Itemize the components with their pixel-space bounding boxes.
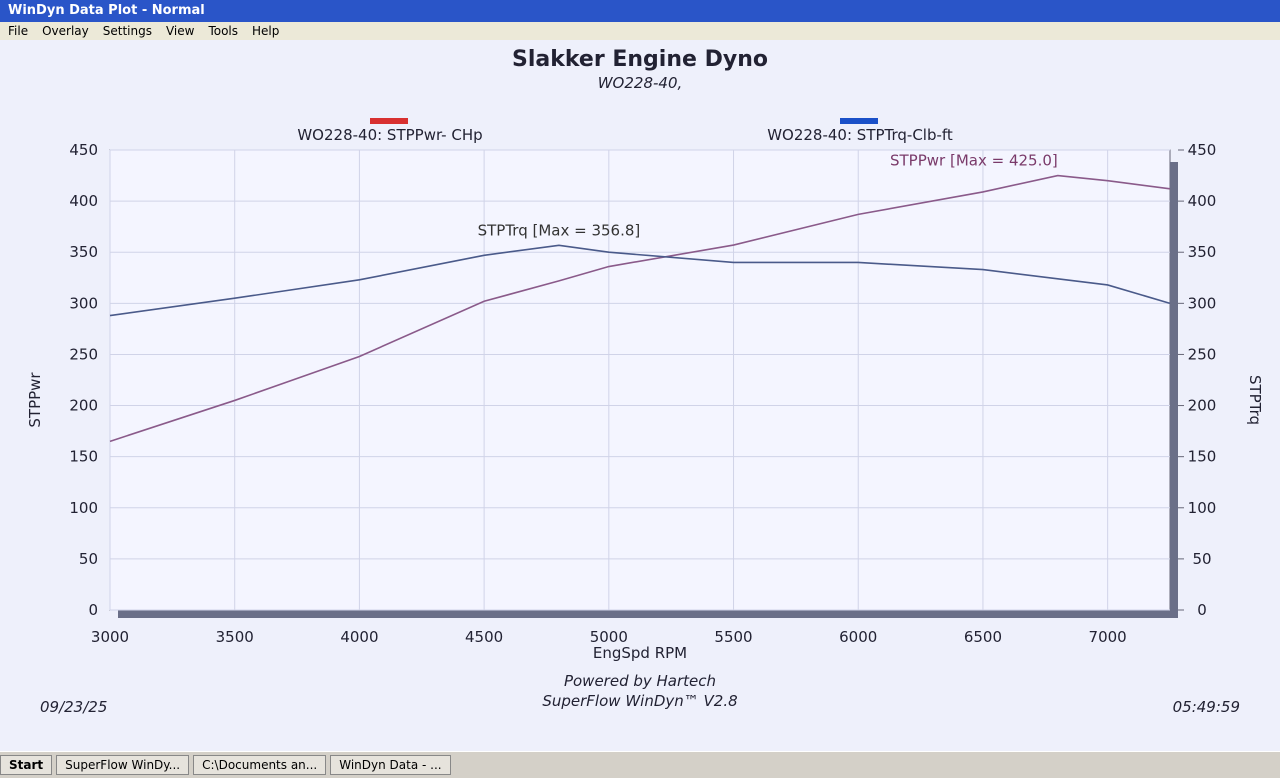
- menu-item[interactable]: Tools: [208, 24, 239, 38]
- task-item[interactable]: WinDyn Data - ...: [330, 755, 451, 775]
- y-tick-label: 100: [69, 499, 98, 517]
- x-tick-label: 7000: [1089, 628, 1127, 646]
- chart-title: Slakker Engine Dyno: [512, 47, 768, 72]
- task-item[interactable]: C:\Documents an...: [193, 755, 327, 775]
- menu-item[interactable]: View: [165, 24, 195, 38]
- start-button[interactable]: Start: [0, 755, 53, 775]
- annotation: STPPwr [Max = 425.0]: [890, 152, 1058, 170]
- credit: Powered by Hartech: [564, 672, 716, 690]
- menu-item[interactable]: Help: [252, 24, 280, 38]
- y2-tick-label: 450: [1188, 141, 1217, 159]
- menu-item[interactable]: File: [8, 24, 29, 38]
- x-tick-label: 6500: [964, 628, 1002, 646]
- x-tick-label: 3000: [91, 628, 129, 646]
- date: 09/23/25: [40, 698, 107, 716]
- time: 05:49:59: [1173, 698, 1240, 716]
- x-tick-label: 5000: [590, 628, 628, 646]
- y2-tick-label: 300: [1188, 294, 1217, 312]
- legend-swatch: [840, 118, 878, 124]
- y2-tick-label: 0: [1197, 601, 1207, 619]
- y-tick-label: 400: [69, 192, 98, 210]
- y-tick-label: 300: [69, 294, 98, 312]
- menu-item[interactable]: Settings: [102, 24, 152, 38]
- chart-subtitle: WO228-40,: [598, 74, 683, 92]
- y-tick-label: 250: [69, 345, 98, 363]
- y-tick-label: 0: [88, 601, 98, 619]
- y2-tick-label: 50: [1192, 550, 1211, 568]
- series-line: [109, 244, 1171, 317]
- menu-item[interactable]: Overlay: [42, 24, 89, 38]
- title-bar: WinDyn Data Plot - Normal: [0, 0, 1280, 22]
- y2-axis-label: STPTrq: [1246, 375, 1264, 425]
- x-tick-label: 4000: [340, 628, 378, 646]
- x-axis-label: EngSpd RPM: [593, 644, 687, 662]
- y-axis-label: STPPwr: [26, 372, 44, 428]
- y2-tick-label: 250: [1188, 345, 1217, 363]
- frame-right: [1170, 162, 1178, 618]
- x-tick-label: 3500: [216, 628, 254, 646]
- frame-bottom: [118, 610, 1178, 618]
- legend-label: WO228-40: STPPwr- CHp: [297, 126, 482, 144]
- x-tick-label: 6000: [839, 628, 877, 646]
- window-title: WinDyn Data Plot - Normal: [8, 3, 205, 18]
- y2-tick-label: 200: [1188, 397, 1217, 415]
- taskbar: Start SuperFlow WinDy... C:\Documents an..…: [0, 751, 1280, 778]
- y-tick-label: 200: [69, 397, 98, 415]
- annotation: STPTrq [Max = 356.8]: [478, 221, 641, 239]
- software: SuperFlow WinDyn™ V2.8: [542, 692, 737, 710]
- y2-tick-label: 350: [1188, 243, 1217, 261]
- y2-tick-label: 100: [1188, 499, 1217, 517]
- y2-tick-label: 150: [1188, 448, 1217, 466]
- x-tick-label: 5500: [714, 628, 752, 646]
- y2-tick-label: 400: [1188, 192, 1217, 210]
- y-tick-label: 50: [79, 550, 98, 568]
- legend-swatch: [370, 118, 408, 124]
- menu-bar: File Overlay Settings View Tools Help: [0, 22, 1280, 40]
- y-tick-label: 150: [69, 448, 98, 466]
- y-tick-label: 350: [69, 243, 98, 261]
- chart: Slakker Engine Dyno WO228-40, EngSpd RPM…: [26, 47, 1264, 716]
- legend-label: WO228-40: STPTrq-Clb-ft: [767, 126, 953, 144]
- y-tick-label: 450: [69, 141, 98, 159]
- task-item[interactable]: SuperFlow WinDy...: [56, 755, 190, 775]
- series-line: [109, 174, 1171, 443]
- plot-area: [109, 149, 1171, 611]
- x-tick-label: 4500: [465, 628, 503, 646]
